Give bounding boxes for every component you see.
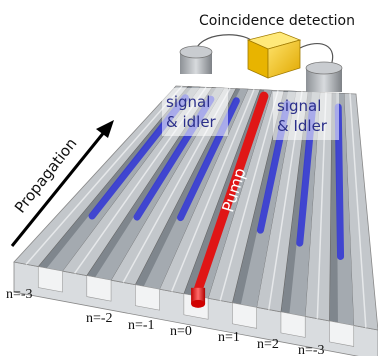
coincidence-box (248, 32, 300, 78)
waveguide-label: n=-3 (298, 343, 325, 356)
pump-face (191, 300, 205, 308)
title: Coincidence detection (199, 13, 355, 29)
waveguide-label: n=-1 (128, 318, 155, 333)
diagram: Coincidence detection Propagation Pumpsi… (0, 0, 378, 356)
waveguide-label: n=-3 (6, 287, 33, 302)
signal-label: & Idler (277, 117, 328, 135)
signal-label: & idler (166, 113, 217, 131)
groove-notch (329, 321, 353, 347)
arrow-head (96, 120, 114, 138)
detector-right (306, 62, 342, 92)
groove-notch (232, 303, 256, 329)
detector-left (180, 46, 212, 74)
groove-notch (38, 267, 62, 293)
groove-notch (87, 276, 111, 302)
waveguide-label: n=1 (218, 330, 240, 345)
groove-notch (281, 312, 305, 338)
waveguide-label: n=0 (170, 324, 192, 339)
signal-label: signal (277, 97, 321, 115)
waveguide-label: n=2 (257, 337, 279, 352)
waveguide-label: n=-2 (86, 311, 113, 326)
signal-label: signal (166, 93, 210, 111)
groove-notch (135, 285, 159, 311)
